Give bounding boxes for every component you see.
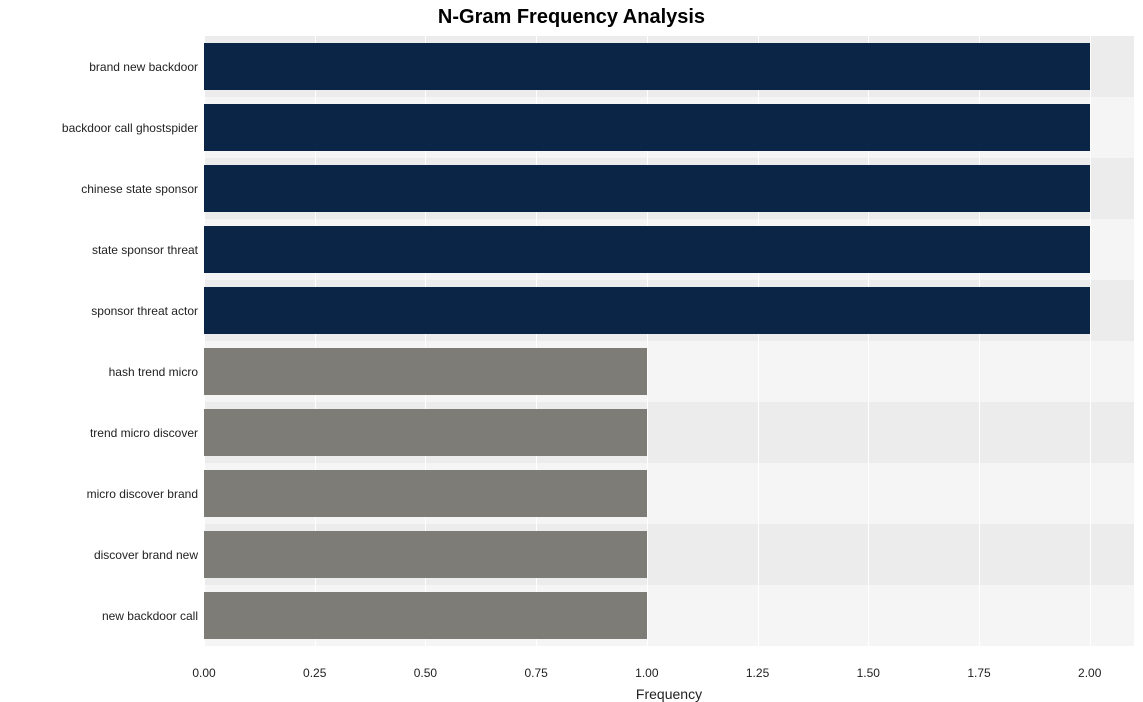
x-tick-label: 0.25 (303, 666, 326, 680)
y-tick-label: trend micro discover (90, 426, 198, 440)
y-tick-label: discover brand new (94, 548, 198, 562)
x-tick-label: 1.75 (967, 666, 990, 680)
y-tick-label: backdoor call ghostspider (62, 121, 198, 135)
chart-container: N-Gram Frequency Analysis brand new back… (0, 0, 1143, 701)
y-tick-label: new backdoor call (102, 609, 198, 623)
y-tick-label: hash trend micro (109, 365, 198, 379)
x-tick-label: 0.00 (192, 666, 215, 680)
x-tick-label: 0.50 (414, 666, 437, 680)
grid-line (1090, 36, 1091, 646)
bar (204, 43, 1090, 91)
y-tick-label: sponsor threat actor (91, 304, 198, 318)
bar (204, 165, 1090, 213)
bar (204, 226, 1090, 274)
bar (204, 287, 1090, 335)
bar (204, 104, 1090, 152)
bar (204, 348, 647, 396)
x-tick-label: 2.00 (1078, 666, 1101, 680)
bar (204, 531, 647, 579)
chart-title: N-Gram Frequency Analysis (0, 6, 1143, 29)
y-tick-label: micro discover brand (87, 487, 198, 501)
x-tick-label: 0.75 (524, 666, 547, 680)
y-tick-label: state sponsor threat (92, 243, 198, 257)
x-tick-label: 1.25 (746, 666, 769, 680)
x-axis-label: Frequency (636, 686, 702, 702)
bar (204, 592, 647, 640)
bar (204, 409, 647, 457)
y-tick-label: brand new backdoor (89, 60, 198, 74)
x-tick-label: 1.50 (857, 666, 880, 680)
x-tick-label: 1.00 (635, 666, 658, 680)
plot-area: brand new backdoorbackdoor call ghostspi… (204, 36, 1134, 646)
y-tick-label: chinese state sponsor (81, 182, 198, 196)
bar (204, 470, 647, 518)
